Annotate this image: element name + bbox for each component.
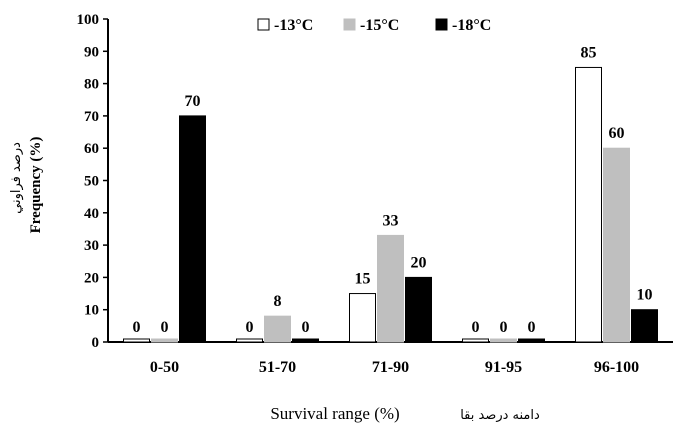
x-tick-label: 0-50 [150,359,179,376]
data-label: 60 [609,125,625,142]
data-label: 0 [161,319,169,336]
data-label: 8 [274,293,282,310]
bar [518,338,545,343]
bars [123,66,658,343]
bar [179,115,206,343]
x-tick-label: 51-70 [259,359,296,376]
x-tick-label: 96-100 [594,359,639,376]
data-label: 20 [411,254,427,271]
data-label: 70 [185,93,201,110]
y-tick-label: 10 [84,303,99,319]
data-label: 0 [246,319,254,336]
y-tick-label: 90 [84,44,99,60]
data-label: 0 [472,319,480,336]
data-label: 10 [637,287,653,304]
legend-label: -13°C [274,17,313,34]
y-ticks: 0 10 20 30 40 50 60 70 80 90 100 [77,12,108,351]
x-tick-label: 91-95 [485,359,522,376]
data-label: 0 [500,319,508,336]
bar [123,338,150,343]
data-label: 15 [355,271,371,288]
bar [631,309,658,343]
y-tick-label: 80 [84,77,99,93]
x-categories: 0-50 51-70 71-90 91-95 96-100 [150,359,639,376]
y-axis-label-fa: درصد فراوني [9,142,24,214]
data-label: 85 [581,44,597,61]
y-tick-label: 20 [84,270,99,286]
bar [490,338,517,343]
data-label: 0 [528,319,536,336]
x-axis-label: Survival range (%) [270,404,399,423]
data-label: 0 [133,319,141,336]
bar [236,338,263,343]
y-tick-label: 70 [84,109,99,125]
y-tick-label: 0 [92,335,100,351]
legend-swatch [343,18,356,31]
y-tick-label: 50 [84,174,99,190]
y-tick-label: 60 [84,141,99,157]
bar [462,338,489,343]
bar [377,234,404,343]
bar [575,66,602,343]
y-tick-label: 100 [77,12,100,28]
bar [292,338,319,343]
legend-label: -18°C [452,17,491,34]
bar [349,293,376,343]
legend-label: -15°C [360,17,399,34]
y-tick-label: 40 [84,206,99,222]
legend-swatch [435,18,448,31]
bar [151,338,178,343]
value-labels: 0 0 70 0 8 0 15 33 20 0 0 0 85 60 10 [133,44,653,336]
legend: -13°C -15°C -18°C [257,17,491,34]
data-label: 33 [383,212,399,229]
legend-swatch [257,18,270,31]
y-tick-label: 30 [84,238,99,254]
x-tick-label: 71-90 [372,359,409,376]
x-axis-label-fa: دامنه درصد بقا [460,408,540,423]
y-axis-label: Frequency (%) [28,137,44,234]
data-label: 0 [302,319,310,336]
bar [405,276,432,343]
bar [603,147,630,343]
bar [264,315,291,343]
